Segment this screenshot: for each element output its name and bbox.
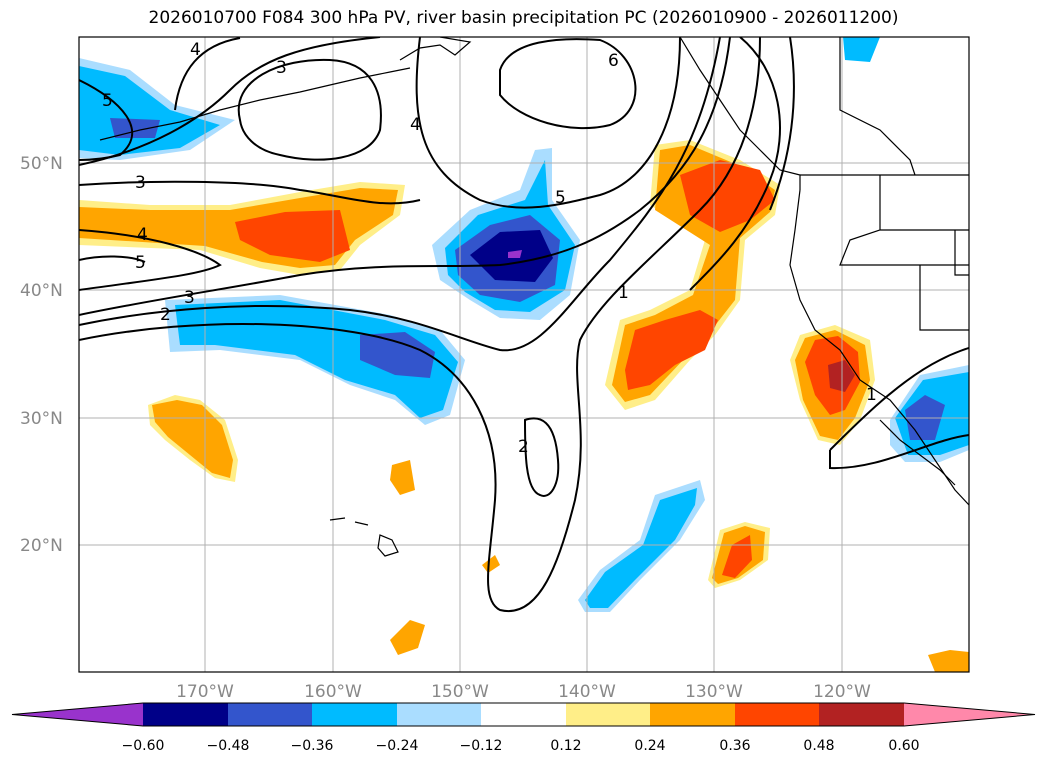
contour-label: 5: [135, 253, 146, 273]
contour-1-east: [689, 37, 781, 291]
colorbar-tick-label: −0.24: [376, 738, 419, 754]
contour-5-west: [79, 255, 146, 263]
colorbar: [11, 702, 1036, 727]
contour-3-nw: [237, 58, 382, 161]
colorbar-segment: [143, 703, 228, 726]
colorbar-segment: [566, 703, 650, 726]
lon-label: 130°W: [685, 682, 743, 702]
positive-pc-fill: [79, 140, 969, 672]
colorbar-tick-label: 0.24: [634, 738, 665, 754]
lon-axis: 170°W 160°W 150°W 140°W 130°W 120°W: [176, 682, 871, 702]
contour-4-nwb: [79, 37, 381, 166]
state-lines: [839, 37, 969, 331]
colorbar-extend-max: [904, 703, 1035, 726]
contour-4-west: [79, 229, 222, 291]
lat-label: 30°N: [20, 409, 63, 429]
map-area: 4 3 6 4 5 3 4 5 3 2 5 1 1 2: [79, 37, 969, 672]
contour-label: 3: [135, 173, 146, 193]
contour-label: 2: [518, 437, 529, 457]
contour-3-mid: [79, 37, 731, 316]
lon-label: 120°W: [813, 682, 871, 702]
lat-label: 20°N: [20, 536, 63, 556]
colorbar-tick-label: 0.12: [550, 738, 581, 754]
contour-5-nw: [79, 79, 134, 161]
colorbar-extend-min: [12, 703, 143, 726]
contour-outer-east: [769, 37, 795, 211]
aleutian-chain: [99, 67, 411, 141]
colorbar-segment: [228, 703, 312, 726]
pv-contours: [79, 37, 969, 613]
contour-label: 4: [410, 115, 421, 135]
lon-label: 140°W: [558, 682, 616, 702]
contour-label: 6: [608, 51, 619, 71]
alaska-coast: [399, 37, 472, 61]
fill-neg-south-core: [585, 488, 697, 608]
colorbar-tick-label: −0.48: [207, 738, 250, 754]
colorbar-segment: [397, 703, 481, 726]
fill-pos-west-band-red: [235, 210, 350, 262]
colorbar-tick-label: 0.48: [803, 738, 834, 754]
us-west-coast: [789, 189, 969, 506]
coastlines: [99, 37, 969, 557]
fill-pos-ne-red-top: [680, 160, 775, 232]
contour-label: 5: [102, 91, 113, 111]
lon-label: 170°W: [176, 682, 234, 702]
contour-4-center: [415, 37, 681, 209]
fill-pos-small-1: [390, 460, 415, 495]
contour-2-south: [523, 417, 560, 497]
lon-label: 160°W: [304, 682, 362, 702]
fill-pos-ne-red-bottom: [625, 310, 718, 390]
colorbar-tick-label: −0.60: [122, 738, 165, 754]
fill-neg-nw-dark: [110, 118, 160, 138]
hawaii: [329, 517, 399, 557]
contour-label: 3: [184, 288, 195, 308]
colorbar-segment: [819, 703, 904, 726]
colorbar-tick-label: −0.36: [291, 738, 334, 754]
graticule: [79, 37, 969, 672]
fill-pos-small-3: [482, 555, 500, 573]
fill-neg-ne-small: [843, 37, 880, 62]
contour-3-west: [79, 180, 421, 205]
fill-neg-center-purple: [508, 250, 522, 258]
colorbar-tick-labels: −0.60 −0.48 −0.36 −0.24 −0.12 0.12 0.24 …: [122, 738, 920, 754]
contour-label: 5: [555, 188, 566, 208]
fill-neg-band-dark: [360, 332, 435, 378]
colorbar-segment: [312, 703, 397, 726]
contour-label: 4: [137, 225, 148, 245]
colorbar-tick-label: −0.12: [460, 738, 503, 754]
colorbar-segment: [650, 703, 735, 726]
fill-pos-small-2: [390, 620, 425, 655]
contour-label: 4: [190, 40, 201, 60]
contour-label: 3: [276, 58, 287, 78]
contour-label-group: 4 3 6 4 5 3 4 5 3 2 5 1 1 2: [102, 40, 877, 457]
contour-label: 1: [618, 283, 629, 303]
colorbar-tick-label: 0.60: [888, 738, 919, 754]
colorbar-segment: [735, 703, 819, 726]
map-title: 2026010700 F084 300 hPa PV, river basin …: [148, 8, 899, 28]
lat-label: 40°N: [20, 281, 63, 301]
contour-label: 2: [160, 305, 171, 325]
fill-pos-south-blob-red: [722, 535, 752, 578]
lat-axis: 50°N 40°N 30°N 20°N: [20, 154, 63, 556]
fill-neg-band-core: [175, 300, 458, 418]
contour-label: 1: [866, 385, 877, 405]
colorbar-tick-label: 0.36: [719, 738, 750, 754]
bc-coast: [679, 37, 801, 190]
contour-4-nw: [174, 37, 241, 111]
baja-coast: [879, 419, 956, 486]
contour-2-mid: [79, 37, 721, 352]
fill-pos-se-corner: [928, 650, 969, 672]
contour-6-top: [499, 38, 637, 130]
colorbar-segment: [481, 703, 566, 726]
contour-1-mid: [79, 37, 761, 613]
fill-pos-sw-blob-core: [152, 400, 233, 478]
lat-label: 50°N: [20, 154, 63, 174]
colorbar-outline: [11, 702, 1036, 727]
contour-1-se: [829, 347, 969, 470]
lon-label: 150°W: [431, 682, 489, 702]
map-frame: [78, 36, 970, 673]
